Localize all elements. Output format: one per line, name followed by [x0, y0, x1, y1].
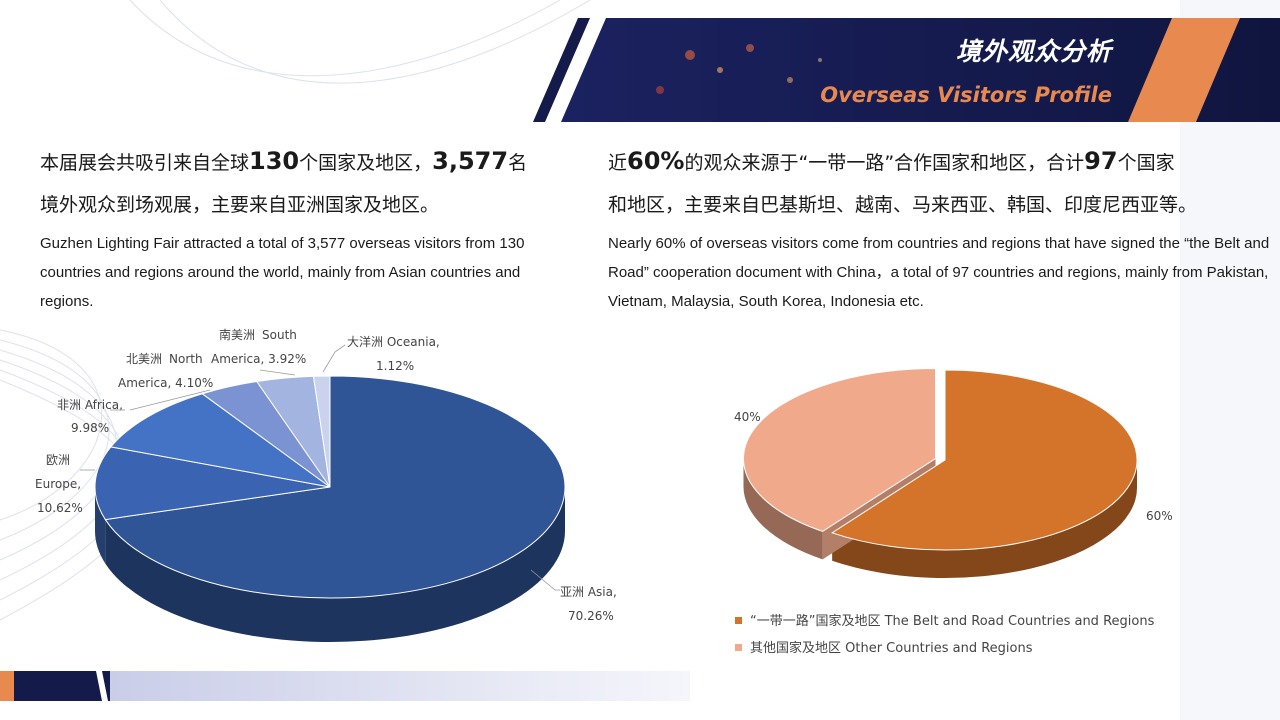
label-asia: 亚洲 Asia,	[560, 585, 617, 599]
label-belt-road-pct: 60%	[1146, 509, 1173, 523]
region-pie-slice-5	[312, 375, 331, 488]
belt-road-legend: “一带一路”国家及地区 The Belt and Road Countries …	[735, 613, 1155, 656]
belt-road-country-count: 97	[1084, 147, 1118, 175]
header-banner	[533, 18, 1280, 122]
belt-road-pie-slice-0	[831, 369, 1138, 551]
label-north-america: 北美洲	[126, 352, 162, 366]
label-oceania: 大洋洲 Oceania,	[347, 334, 440, 349]
legend-swatch-other	[735, 644, 742, 651]
belt-road-pie-labels: 40% 60%	[734, 410, 1173, 523]
belt-road-pie-chart	[743, 368, 1138, 578]
region-pie-slice-2	[109, 393, 331, 488]
footer-bar	[0, 671, 690, 701]
region-pie-labels: 亚洲 Asia, 70.26% 欧洲 Europe, 10.62% 非洲 Afr…	[35, 327, 617, 623]
label-other-pct: 40%	[734, 410, 761, 424]
label-europe-en: Europe,	[35, 477, 81, 491]
legend-swatch-belt-road	[735, 617, 742, 624]
left-summary-cn: 本届展会共吸引来自全球130个国家及地区，3,577名 境外观众到场观展，主要来…	[40, 147, 528, 216]
page-title-cn: 境外观众分析	[955, 37, 1112, 66]
label-europe-pct: 10.62%	[37, 501, 83, 515]
label-africa-pct: 9.98%	[71, 421, 109, 435]
label-north-america-en: North America, 4.10%	[118, 352, 213, 390]
country-count: 130	[249, 147, 300, 175]
legend-other: 其他国家及地区 Other Countries and Regions	[750, 640, 1033, 656]
belt-road-pie-slice-1	[743, 368, 936, 532]
left-summary: 本届展会共吸引来自全球130个国家及地区，3,577名 境外观众到场观展，主要来…	[40, 140, 570, 316]
region-pie-side-0	[105, 487, 565, 642]
label-europe: 欧洲	[46, 453, 70, 467]
right-summary-cn: 近60%的观众来源于“一带一路”合作国家和地区，合计97个国家 和地区，主要来自…	[608, 147, 1198, 216]
label-asia-pct: 70.26%	[568, 609, 614, 623]
belt-road-percent: 60%	[627, 147, 685, 175]
page-title-en: Overseas Visitors Profile	[820, 83, 1112, 107]
belt-road-pie-side-1	[743, 458, 823, 560]
label-south-america: 南美洲	[219, 327, 255, 342]
label-south-america-en: South America, 3.92%	[211, 328, 306, 366]
visitor-count: 3,577	[432, 147, 509, 175]
right-summary: 近60%的观众来源于“一带一路”合作国家和地区，合计97个国家 和地区，主要来自…	[608, 140, 1273, 316]
region-pie-side-1	[95, 487, 106, 564]
right-summary-en: Nearly 60% of overseas visitors come fro…	[608, 235, 1270, 310]
region-pie-chart	[94, 375, 566, 642]
label-oceania-pct: 1.12%	[376, 359, 414, 373]
legend-belt-road: “一带一路”国家及地区 The Belt and Road Countries …	[750, 613, 1155, 629]
left-summary-en: Guzhen Lighting Fair attracted a total o…	[40, 235, 525, 310]
region-pie-slice-0	[104, 375, 566, 599]
region-pie-slice-1	[94, 446, 331, 521]
label-africa: 非洲 Africa,	[57, 398, 123, 412]
